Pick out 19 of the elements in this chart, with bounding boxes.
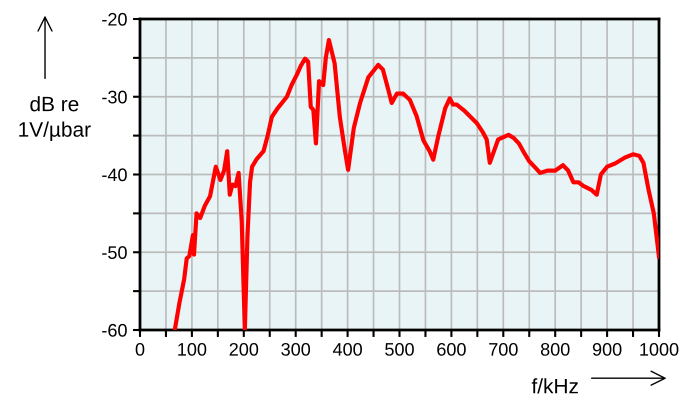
- y-tick-label: -50: [102, 246, 127, 259]
- x-tick-label: 800: [540, 342, 570, 356]
- x-tick-label: 300: [281, 342, 310, 356]
- y-tick-label: -40: [102, 168, 127, 182]
- x-tick-label: 400: [332, 342, 362, 356]
- x-tick-label: 1000: [640, 342, 678, 356]
- x-tick-label: 500: [385, 342, 414, 356]
- y-tick-label: -30: [102, 90, 127, 104]
- x-tick-label: 100: [178, 342, 206, 356]
- x-tick-label: 900: [592, 342, 622, 356]
- y-tick-label: -20: [102, 12, 127, 26]
- x-axis-title: f/kHz: [532, 378, 578, 394]
- x-tick-label: 200: [230, 342, 258, 356]
- y-tick-label: -60: [102, 324, 127, 337]
- x-tick-label: 600: [437, 342, 466, 356]
- line-series: [172, 38, 659, 330]
- y-axis-title: dB re 1V/µbar: [19, 96, 91, 141]
- x-tick-label: 0: [136, 342, 144, 356]
- x-tick-label: 700: [489, 342, 518, 356]
